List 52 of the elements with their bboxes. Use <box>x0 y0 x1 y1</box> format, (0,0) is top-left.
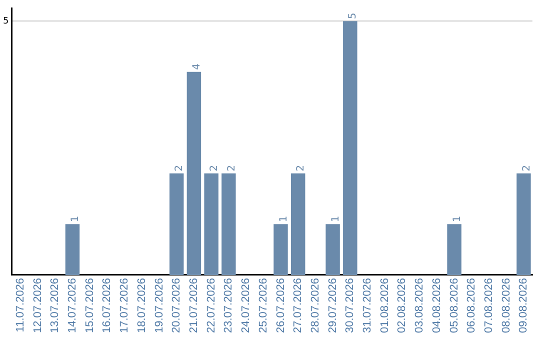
x-tick-label: 27.07.2026 <box>292 278 304 334</box>
data-label: 2 <box>521 165 532 172</box>
bar <box>65 224 80 275</box>
data-label: 1 <box>70 216 82 222</box>
data-label: 2 <box>296 165 307 172</box>
x-tick-label: 15.07.2026 <box>84 278 96 334</box>
x-tick-label: 12.07.2026 <box>32 278 44 334</box>
x-tick-label: 24.07.2026 <box>240 278 252 334</box>
x-tick-label: 28.07.2026 <box>309 278 322 334</box>
x-tick-label: 23.07.2026 <box>222 278 235 334</box>
data-label: 4 <box>192 63 203 70</box>
x-tick-label: 25.07.2026 <box>257 278 270 334</box>
x-tick-label: 09.08.2026 <box>518 278 530 334</box>
bar <box>290 173 306 275</box>
x-tick-label: 20.07.2026 <box>170 278 183 334</box>
x-tick-label: 07.08.2026 <box>483 278 496 334</box>
bar <box>326 224 340 275</box>
x-tick-label: 04.08.2026 <box>430 278 443 334</box>
bar <box>222 173 236 275</box>
x-tick-label: 18.07.2026 <box>136 278 148 334</box>
bar <box>516 173 531 275</box>
bar <box>204 173 218 275</box>
x-tick-label: 21.07.2026 <box>188 278 200 334</box>
data-label: 2 <box>226 165 238 172</box>
bar <box>447 224 462 275</box>
x-tick-label: 14.07.2026 <box>66 278 78 334</box>
x-tick-label: 02.08.2026 <box>396 278 408 334</box>
bar <box>274 224 288 275</box>
bar <box>169 173 184 275</box>
data-label: 2 <box>208 165 220 172</box>
x-tick-label: 06.08.2026 <box>466 278 478 334</box>
data-label: 1 <box>278 216 290 222</box>
x-tick-label: 29.07.2026 <box>326 278 339 334</box>
x-tick-label: 01.08.2026 <box>378 278 391 334</box>
x-tick-label: 08.08.2026 <box>500 278 512 334</box>
x-tick-label: 26.07.2026 <box>274 278 287 334</box>
data-label: 1 <box>330 216 342 222</box>
x-tick-label: 11.07.2026 <box>14 278 26 332</box>
x-tick-label: 03.08.2026 <box>414 278 426 334</box>
x-tick-label: 13.07.2026 <box>49 278 62 334</box>
bar <box>186 72 202 275</box>
data-label: 5 <box>348 12 359 20</box>
x-tick-label: 16.07.2026 <box>101 278 114 334</box>
data-label: 1 <box>452 216 463 222</box>
x-tick-label: 19.07.2026 <box>153 278 166 334</box>
x-tick-label: 30.07.2026 <box>344 278 356 334</box>
data-label: 2 <box>174 165 186 172</box>
x-tick-label: 17.07.2026 <box>118 278 131 334</box>
x-tick-label: 22.07.2026 <box>205 278 218 334</box>
x-tick-label: 05.08.2026 <box>448 278 460 334</box>
bar <box>343 21 358 275</box>
x-tick-label: 31.07.2026 <box>362 278 374 334</box>
